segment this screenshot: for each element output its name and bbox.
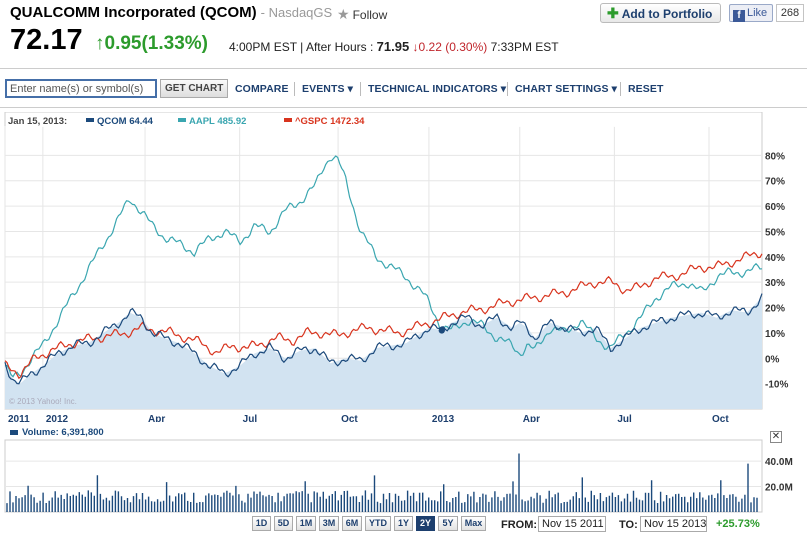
toolbar-divider [507,82,508,96]
like-count: 268 [776,4,804,22]
close-volume-icon[interactable]: ✕ [770,431,782,443]
watermark: © 2013 Yahoo! Inc. [9,397,77,406]
volume-swatch [10,430,18,435]
y-tick-label: 0% [765,354,780,365]
range-button-5y[interactable]: 5Y [438,516,458,531]
chart-settings-menu[interactable]: CHART SETTINGS ▾ [515,83,617,95]
quote-time: 4:00PM EST | After Hours : 71.95 ↓0.22 (… [229,39,559,54]
series-line-gspc [4,251,763,380]
x-tick-label: Oct [712,414,729,425]
chart-toolbar: GET CHART COMPARE EVENTS ▾ TECHNICAL IND… [0,68,807,108]
like-label: Like [747,7,768,19]
price-chart[interactable]: 80% 70% 60% 50% 40% 30% 20% 10% 0% -10% 2011 2012 Ap… [0,112,807,542]
legend-date: Jan 15, 2013: [8,116,67,127]
get-chart-button[interactable]: GET CHART [160,79,229,98]
symbol-search-input[interactable] [5,79,157,98]
y-tick-label: 70% [765,177,785,188]
y-tick-label: 60% [765,202,785,213]
series-line-aapl [4,155,763,378]
to-date-input[interactable]: Nov 15 2013 [640,516,707,532]
x-tick-label: Apr [148,414,165,425]
toolbar-divider [360,82,361,96]
legend-entry: QCOM 64.44 [97,116,154,127]
range-button-1m[interactable]: 1M [296,516,316,531]
last-price: 72.17 [10,24,83,56]
y-tick-label: 10% [765,329,785,340]
range-button-1y[interactable]: 1Y [394,516,413,531]
from-date-input[interactable]: Nov 15 2011 [538,516,606,532]
exchange-label: - NasdaqGS [260,5,333,20]
compare-button[interactable]: COMPARE [235,83,289,95]
range-button-6m[interactable]: 6M [342,516,362,531]
events-menu[interactable]: EVENTS ▾ [302,83,354,95]
follow-label: Follow [352,8,388,22]
range-button-5d[interactable]: 5D [274,516,293,531]
volume-label: Volume: 6,391,800 [22,427,104,438]
star-icon: ★ [337,6,350,22]
volume-tick-label: 40.0M [765,457,793,468]
facebook-like-button[interactable]: f Like [729,4,773,22]
after-hours-label: After Hours : [305,40,374,54]
x-tick-label: Apr [523,414,540,425]
qcom-marker[interactable] [438,327,445,334]
add-to-portfolio-button[interactable]: ✚ Add to Portfolio [600,3,722,23]
y-tick-label: -10% [765,380,788,391]
price-change: ↑0.95(1.33%) [95,33,209,54]
y-tick-label: 20% [765,304,785,315]
range-change: +25.73% [716,518,760,530]
follow-link[interactable]: ★ Follow [337,6,387,23]
y-tick-label: 30% [765,278,785,289]
portfolio-label: Add to Portfolio [621,7,713,21]
x-tick-label: Jul [243,414,258,425]
qcom-area [5,297,762,409]
after-hours-change: ↓0.22 (0.30%) [412,40,488,54]
legend-swatch [178,118,186,122]
company-title: QUALCOMM Incorporated (QCOM) - NasdaqGS [10,4,333,21]
toolbar-divider [294,82,295,96]
x-tick-label: 2011 [8,414,30,425]
y-tick-label: 50% [765,227,785,238]
range-button-2y[interactable]: 2Y [416,516,435,531]
range-button-3m[interactable]: 3M [319,516,339,531]
volume-tick-label: 20.0M [765,483,793,494]
y-tick-label: 80% [765,151,785,162]
technical-indicators-menu[interactable]: TECHNICAL INDICATORS ▾ [368,83,507,95]
x-tick-label: 2012 [46,414,69,425]
after-hours-time: 7:33PM EST [490,40,559,54]
plus-icon: ✚ [607,5,619,21]
after-hours-price: 71.95 [376,39,410,54]
x-tick-label: Jul [617,414,632,425]
down-arrow-icon: ↓ [412,40,419,54]
to-label: TO: [619,519,638,531]
volume-bars [6,453,758,512]
legend-swatch [284,118,292,122]
facebook-icon: f [733,10,745,22]
range-button-max[interactable]: Max [461,516,486,531]
y-tick-label: 40% [765,253,785,264]
quote-header: QUALCOMM Incorporated (QCOM) - NasdaqGS ★… [0,0,807,60]
legend-entry: ^GSPC 1472.34 [295,116,365,127]
series-line-qcom [4,293,763,385]
volume-header [0,422,807,442]
reset-button[interactable]: RESET [628,83,664,95]
up-arrow-icon: ↑ [95,33,105,54]
legend-background [6,113,761,127]
from-label: FROM: [501,519,538,531]
range-button-1d[interactable]: 1D [252,516,271,531]
x-tick-label: Oct [341,414,358,425]
x-tick-label: 2013 [432,414,455,425]
toolbar-divider [620,82,621,96]
range-button-ytd[interactable]: YTD [365,516,391,531]
close-time: 4:00PM EST [229,40,297,54]
legend-entry: AAPL 485.92 [189,116,246,127]
legend-swatch [86,118,94,122]
